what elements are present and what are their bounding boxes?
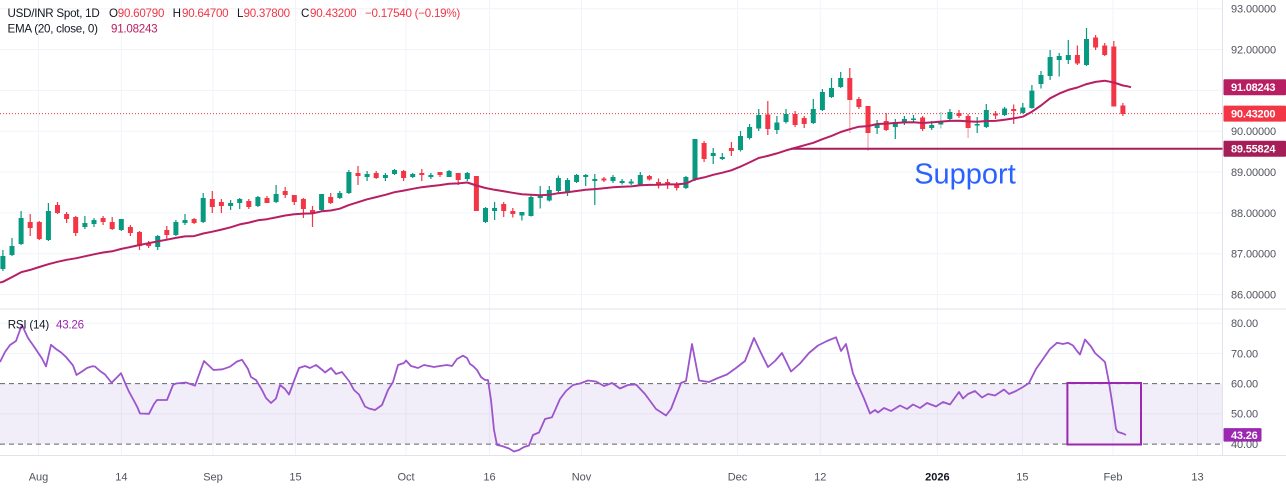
svg-text:15: 15	[1016, 472, 1028, 484]
svg-text:90.00000: 90.00000	[1231, 126, 1276, 138]
svg-text:L: L	[237, 7, 244, 20]
svg-text:40.00: 40.00	[1231, 439, 1258, 451]
svg-text:RSI (14): RSI (14)	[8, 318, 50, 331]
svg-text:91.08243: 91.08243	[111, 22, 157, 35]
svg-text:H: H	[173, 7, 181, 20]
svg-text:43.26: 43.26	[56, 318, 84, 331]
svg-text:2026: 2026	[925, 472, 949, 484]
svg-text:89.00000: 89.00000	[1231, 167, 1276, 179]
svg-text:Oct: Oct	[397, 472, 414, 484]
svg-text:Sep: Sep	[203, 472, 223, 484]
svg-text:Feb: Feb	[1104, 472, 1123, 484]
svg-text:90.43200: 90.43200	[310, 7, 356, 20]
svg-text:16: 16	[483, 472, 495, 484]
svg-text:Dec: Dec	[728, 472, 748, 484]
svg-text:92.00000: 92.00000	[1231, 44, 1276, 56]
svg-text:15: 15	[289, 472, 301, 484]
svg-text:90.37800: 90.37800	[244, 7, 290, 20]
svg-text:Nov: Nov	[572, 472, 592, 484]
svg-text:86.00000: 86.00000	[1231, 290, 1276, 302]
svg-text:43.26: 43.26	[1231, 430, 1258, 442]
svg-text:87.00000: 87.00000	[1231, 249, 1276, 261]
svg-text:14: 14	[115, 472, 127, 484]
svg-text:Aug: Aug	[29, 472, 49, 484]
svg-text:70.00: 70.00	[1231, 348, 1258, 360]
svg-text:12: 12	[814, 472, 826, 484]
svg-text:90.43200: 90.43200	[1231, 109, 1275, 121]
svg-text:50.00: 50.00	[1231, 409, 1258, 421]
svg-text:Support: Support	[914, 158, 1016, 190]
svg-text:89.55824: 89.55824	[1231, 144, 1276, 156]
svg-text:O: O	[109, 7, 118, 20]
svg-text:80.00: 80.00	[1231, 318, 1258, 330]
svg-text:91.08243: 91.08243	[1231, 82, 1275, 94]
svg-text:−0.17540 (−0.19%): −0.17540 (−0.19%)	[365, 7, 460, 20]
svg-text:13: 13	[1191, 472, 1203, 484]
svg-text:93.00000: 93.00000	[1231, 4, 1276, 16]
svg-text:60.00: 60.00	[1231, 379, 1258, 391]
svg-text:EMA (20, close, 0): EMA (20, close, 0)	[8, 22, 99, 35]
svg-text:C: C	[301, 7, 309, 20]
svg-text:88.00000: 88.00000	[1231, 208, 1276, 220]
svg-text:90.64700: 90.64700	[182, 7, 228, 20]
svg-text:USD/INR Spot, 1D: USD/INR Spot, 1D	[8, 7, 100, 20]
svg-text:90.60790: 90.60790	[118, 7, 164, 20]
